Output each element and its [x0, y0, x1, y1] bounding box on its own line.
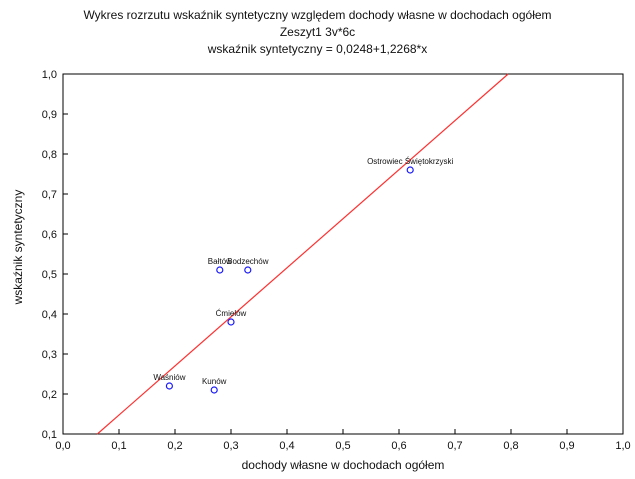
x-tick-label: 0,5 [335, 440, 350, 452]
y-axis-ticks: 0,1 0,2 0,3 0,4 0,5 0,6 0,7 0,8 0,9 1,0 [42, 69, 68, 441]
x-tick-label: 0,2 [167, 440, 182, 452]
x-tick-label: 0,4 [279, 440, 294, 452]
y-tick-label: 0,8 [42, 149, 57, 161]
y-tick-label: 0,2 [42, 389, 57, 401]
x-tick-label: 0,7 [447, 440, 462, 452]
y-tick-label: 0,3 [42, 349, 57, 361]
y-tick-label: 0,9 [42, 109, 57, 121]
x-tick-label: 0,1 [111, 440, 126, 452]
data-point [227, 318, 235, 326]
regression-equation: wskaźnik syntetyczny = 0,0248+1,2268*x [207, 42, 428, 56]
data-point [406, 166, 414, 174]
point-label: Ostrowiec Świętokrzyski [367, 157, 453, 166]
y-tick-label: 0,1 [42, 429, 57, 441]
regression-line [96, 73, 509, 435]
x-tick-label: 0,3 [223, 440, 238, 452]
chart-title: Wykres rozrzutu wskaźnik syntetyczny wzg… [83, 8, 552, 22]
x-axis-ticks: 0,0 0,1 0,2 0,3 0,4 0,5 0,6 0,7 0,8 0,9 1,0 [55, 429, 631, 452]
x-tick-label: 0,8 [503, 440, 518, 452]
point-label: Ćmielów [216, 309, 247, 318]
point-label: Bałtów [208, 257, 232, 266]
chart-subtitle: Zeszyt1 3v*6c [279, 25, 356, 39]
y-tick-label: 1,0 [42, 69, 57, 81]
y-tick-label: 0,6 [42, 229, 57, 241]
x-tick-label: 0,6 [391, 440, 406, 452]
data-point [244, 266, 252, 274]
data-point [216, 266, 224, 274]
x-axis-label: dochody własne w dochodach ogółem [241, 458, 445, 472]
data-point [210, 386, 218, 394]
y-tick-label: 0,4 [42, 309, 57, 321]
point-label: Waśniów [153, 373, 185, 382]
x-tick-label: 1,0 [615, 440, 630, 452]
point-label: Bodzechów [227, 257, 269, 266]
data-point [165, 382, 173, 390]
y-tick-label: 0,5 [42, 269, 57, 281]
x-tick-label: 0,0 [55, 440, 70, 452]
plot-area [62, 73, 624, 435]
y-axis-label: wskaźnik syntetyczny [11, 189, 25, 305]
y-tick-label: 0,7 [42, 189, 57, 201]
point-label: Kunów [202, 377, 227, 386]
regression-line-group [96, 73, 509, 435]
x-tick-label: 0,9 [559, 440, 574, 452]
